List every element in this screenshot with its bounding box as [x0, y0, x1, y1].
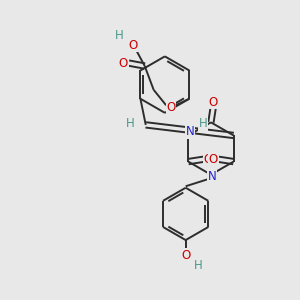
- Text: H: H: [126, 117, 135, 130]
- Text: O: O: [128, 39, 137, 52]
- Text: N: N: [208, 170, 217, 183]
- Text: H: H: [199, 117, 208, 130]
- Text: N: N: [185, 125, 194, 138]
- Text: O: O: [209, 96, 218, 109]
- Text: O: O: [209, 153, 218, 166]
- Text: H: H: [194, 259, 203, 272]
- Text: H: H: [115, 29, 124, 42]
- Text: O: O: [181, 249, 190, 262]
- Text: O: O: [166, 101, 176, 114]
- Text: O: O: [204, 153, 213, 166]
- Text: O: O: [119, 57, 128, 70]
